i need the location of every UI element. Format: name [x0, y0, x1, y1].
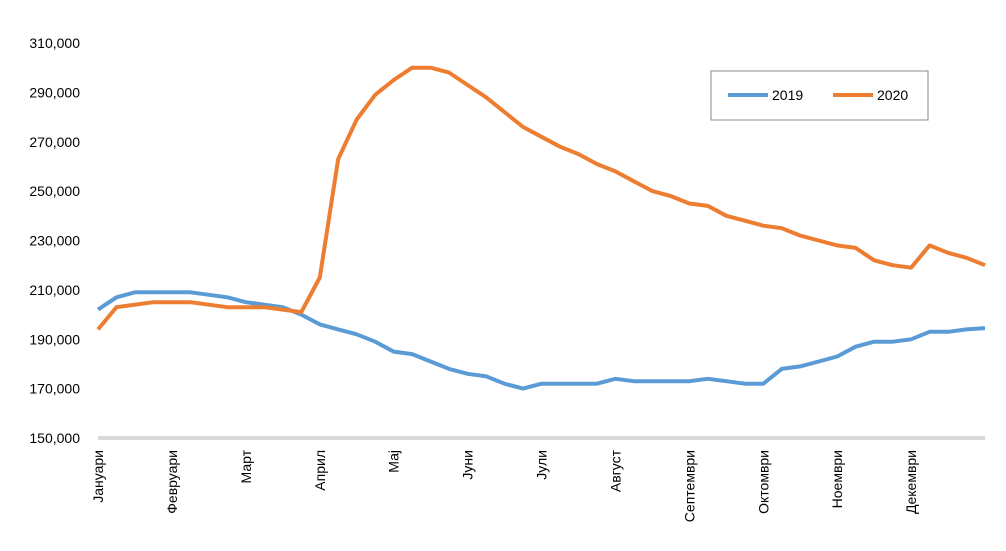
- y-tick-label: 170,000: [29, 381, 80, 397]
- x-tick-label: Ноември: [829, 450, 845, 508]
- legend-label: 2020: [877, 87, 908, 103]
- x-tick-label: Септември: [681, 450, 697, 522]
- y-tick-label: 230,000: [29, 233, 80, 249]
- y-tick-label: 270,000: [29, 134, 80, 150]
- x-tick-label: Октомври: [755, 450, 771, 514]
- x-tick-label: Март: [238, 449, 254, 483]
- y-tick-label: 310,000: [29, 35, 80, 51]
- y-tick-label: 150,000: [29, 430, 80, 446]
- x-tick-label: Август: [607, 449, 623, 492]
- x-tick-label: Мај: [386, 450, 402, 473]
- legend-label: 2019: [772, 87, 803, 103]
- y-tick-label: 190,000: [29, 331, 80, 347]
- x-tick-label: Февруари: [164, 450, 180, 514]
- y-tick-label: 250,000: [29, 183, 80, 199]
- x-tick-label: Април: [312, 450, 328, 491]
- y-tick-label: 290,000: [29, 84, 80, 100]
- x-tick-label: Јули: [534, 450, 550, 480]
- y-tick-label: 210,000: [29, 282, 80, 298]
- x-tick-label: Јуни: [460, 450, 476, 480]
- series-line: [96, 290, 986, 391]
- series-line: [96, 65, 986, 331]
- x-tick-label: Декември: [903, 450, 919, 514]
- x-tick-label: Јануари: [90, 450, 106, 503]
